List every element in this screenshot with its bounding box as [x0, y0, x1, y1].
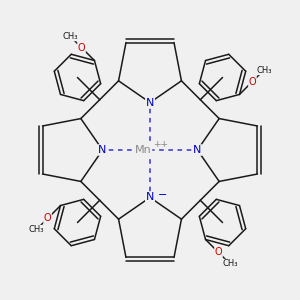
Text: CH₃: CH₃: [28, 225, 44, 234]
Text: N: N: [146, 192, 154, 203]
Text: O: O: [78, 43, 85, 52]
Text: N: N: [193, 145, 202, 155]
Text: CH₃: CH₃: [222, 259, 238, 268]
Text: O: O: [249, 76, 256, 86]
Text: N: N: [146, 98, 154, 108]
Text: CH₃: CH₃: [256, 66, 272, 75]
Text: O: O: [215, 248, 222, 257]
Text: −: −: [158, 190, 167, 200]
Text: N: N: [98, 145, 107, 155]
Text: ++: ++: [153, 140, 168, 149]
Text: CH₃: CH₃: [62, 32, 78, 41]
Text: O: O: [44, 214, 51, 224]
Text: Mn: Mn: [135, 145, 152, 155]
